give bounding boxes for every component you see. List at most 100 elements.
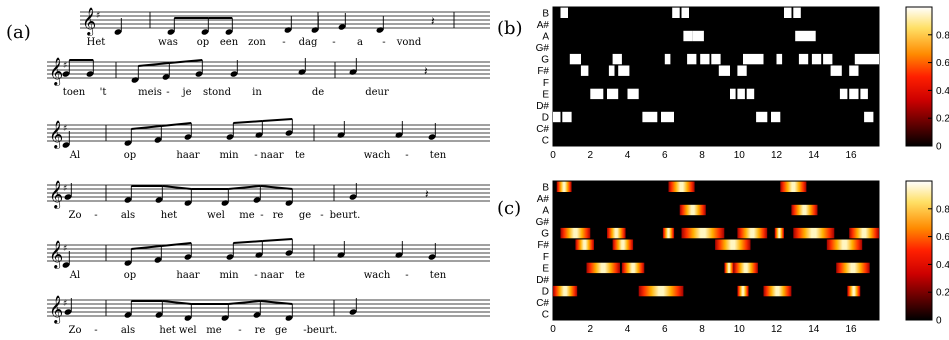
note-head bbox=[184, 315, 192, 321]
lyric-syllable: op bbox=[124, 150, 136, 161]
heatmap-b-cell bbox=[823, 53, 833, 65]
lyric-syllable: ten bbox=[430, 270, 447, 281]
heatmap-b-cell bbox=[642, 111, 658, 123]
lyric-syllable: te bbox=[295, 270, 305, 281]
note-beam bbox=[161, 122, 192, 127]
x-tick-label: 2 bbox=[587, 324, 593, 335]
note-label: F bbox=[543, 252, 549, 263]
lyric-syllable: wach bbox=[364, 270, 391, 281]
lyric-syllable: - bbox=[405, 150, 408, 161]
heatmap-b-cell bbox=[776, 53, 783, 65]
x-tick-label: 8 bbox=[699, 150, 705, 161]
lyric-syllable: haar bbox=[176, 270, 199, 281]
staff-4: 𝄞 ♯ 𝄽Zo - als het wel me - re ge - beurt. bbox=[47, 180, 490, 221]
x-tick-label: 14 bbox=[808, 324, 820, 335]
note-head bbox=[64, 194, 72, 200]
staff-3: 𝄞 ♯Al op haar min - naar te wach - ten bbox=[47, 118, 490, 161]
note-head bbox=[154, 137, 162, 143]
note-beam bbox=[262, 238, 293, 242]
rest-icon: 𝄽 bbox=[431, 14, 435, 28]
x-tick-label: 0 bbox=[550, 150, 556, 161]
lyric-syllable: in bbox=[252, 87, 262, 98]
x-tick-label: 12 bbox=[771, 324, 783, 335]
lyric-syllable: Al bbox=[69, 270, 80, 281]
heatmap-c-cell bbox=[836, 262, 870, 274]
note-head bbox=[62, 262, 70, 268]
heatmap-c-cell bbox=[553, 285, 578, 297]
lyric-syllable: Zo bbox=[69, 325, 82, 336]
x-tick-label: 10 bbox=[734, 324, 746, 335]
colorbar-tick-label: 0.2 bbox=[936, 114, 949, 125]
note-head bbox=[285, 130, 293, 136]
note-label: D bbox=[542, 287, 549, 298]
note-head bbox=[124, 140, 132, 146]
heatmap-b-cell bbox=[849, 65, 859, 76]
note-head bbox=[195, 71, 203, 77]
lyric-syllable: - bbox=[382, 37, 385, 48]
heatmap-b-cell bbox=[771, 111, 781, 123]
lyric-syllable: - bbox=[260, 210, 263, 221]
lyric-syllable: Het bbox=[87, 37, 106, 48]
note-head bbox=[285, 250, 293, 256]
lyric-syllable: je bbox=[181, 87, 191, 98]
heatmap-b-cell bbox=[569, 53, 581, 65]
heatmap-b-cell bbox=[756, 111, 768, 123]
heatmap-c-cell bbox=[847, 285, 861, 297]
lyric-syllable: min bbox=[219, 150, 239, 161]
note-head bbox=[395, 252, 403, 258]
lyric-syllable: naar bbox=[260, 270, 283, 281]
heatmap-c-cell bbox=[681, 227, 725, 239]
key-signature-sharp-icon: ♯ bbox=[63, 61, 67, 71]
note-beam bbox=[228, 300, 261, 305]
note-head bbox=[349, 69, 357, 75]
note-label: A# bbox=[537, 20, 550, 31]
lyric-syllable: - bbox=[320, 210, 323, 221]
heatmap-b-cell bbox=[743, 53, 764, 65]
heatmap-c-cell bbox=[774, 227, 784, 239]
heatmap-b-cell bbox=[590, 88, 604, 100]
rest-icon: 𝄽 bbox=[425, 187, 429, 201]
note-beam bbox=[228, 185, 261, 190]
lyric-syllable: me bbox=[206, 325, 221, 336]
note-label: G# bbox=[536, 43, 550, 54]
note-label: F bbox=[543, 78, 549, 89]
note-head bbox=[285, 200, 293, 206]
heatmap-c-cell bbox=[638, 285, 684, 297]
note-label: B bbox=[542, 182, 549, 193]
lyric-syllable: - bbox=[282, 37, 285, 48]
heatmap-c-cell bbox=[791, 204, 818, 216]
note-beam bbox=[161, 242, 192, 247]
note-head bbox=[62, 142, 70, 148]
x-tick-label: 4 bbox=[625, 150, 631, 161]
note-head bbox=[255, 252, 263, 258]
note-head bbox=[221, 315, 229, 321]
rest-icon: 𝄽 bbox=[424, 64, 428, 78]
lyric-syllable: het wel bbox=[159, 325, 196, 336]
heatmap-b-cell bbox=[830, 65, 842, 76]
heatmap-c-cell bbox=[715, 239, 751, 250]
key-signature-sharp-icon: ♯ bbox=[63, 244, 67, 254]
heatmap-c-cell bbox=[737, 227, 768, 239]
note-label: C# bbox=[536, 124, 549, 135]
x-tick-label: 10 bbox=[734, 150, 746, 161]
heatmap-c-background bbox=[552, 180, 880, 321]
note-beam bbox=[162, 185, 192, 190]
heatmap-b-cell bbox=[737, 65, 747, 76]
x-tick-label: 8 bbox=[699, 324, 705, 335]
lyric-syllable: deur bbox=[365, 87, 389, 98]
heatmap-b-cell bbox=[612, 53, 622, 65]
note-head bbox=[338, 24, 346, 30]
heatmap-b-cell bbox=[737, 88, 745, 100]
heatmap-b-cell bbox=[627, 88, 639, 100]
lyric-syllable: zon bbox=[248, 37, 266, 48]
heatmap-c-cell bbox=[560, 227, 591, 239]
note-label: E bbox=[542, 89, 549, 100]
heatmap-c-cell bbox=[849, 227, 879, 239]
heatmap-b-cell bbox=[681, 7, 689, 18]
heatmap-b-cells bbox=[553, 7, 879, 123]
note-label: A bbox=[542, 31, 549, 42]
lyric-syllable: vond bbox=[396, 37, 422, 48]
note-label: F# bbox=[537, 66, 549, 77]
lyric-syllable: a bbox=[357, 37, 363, 48]
